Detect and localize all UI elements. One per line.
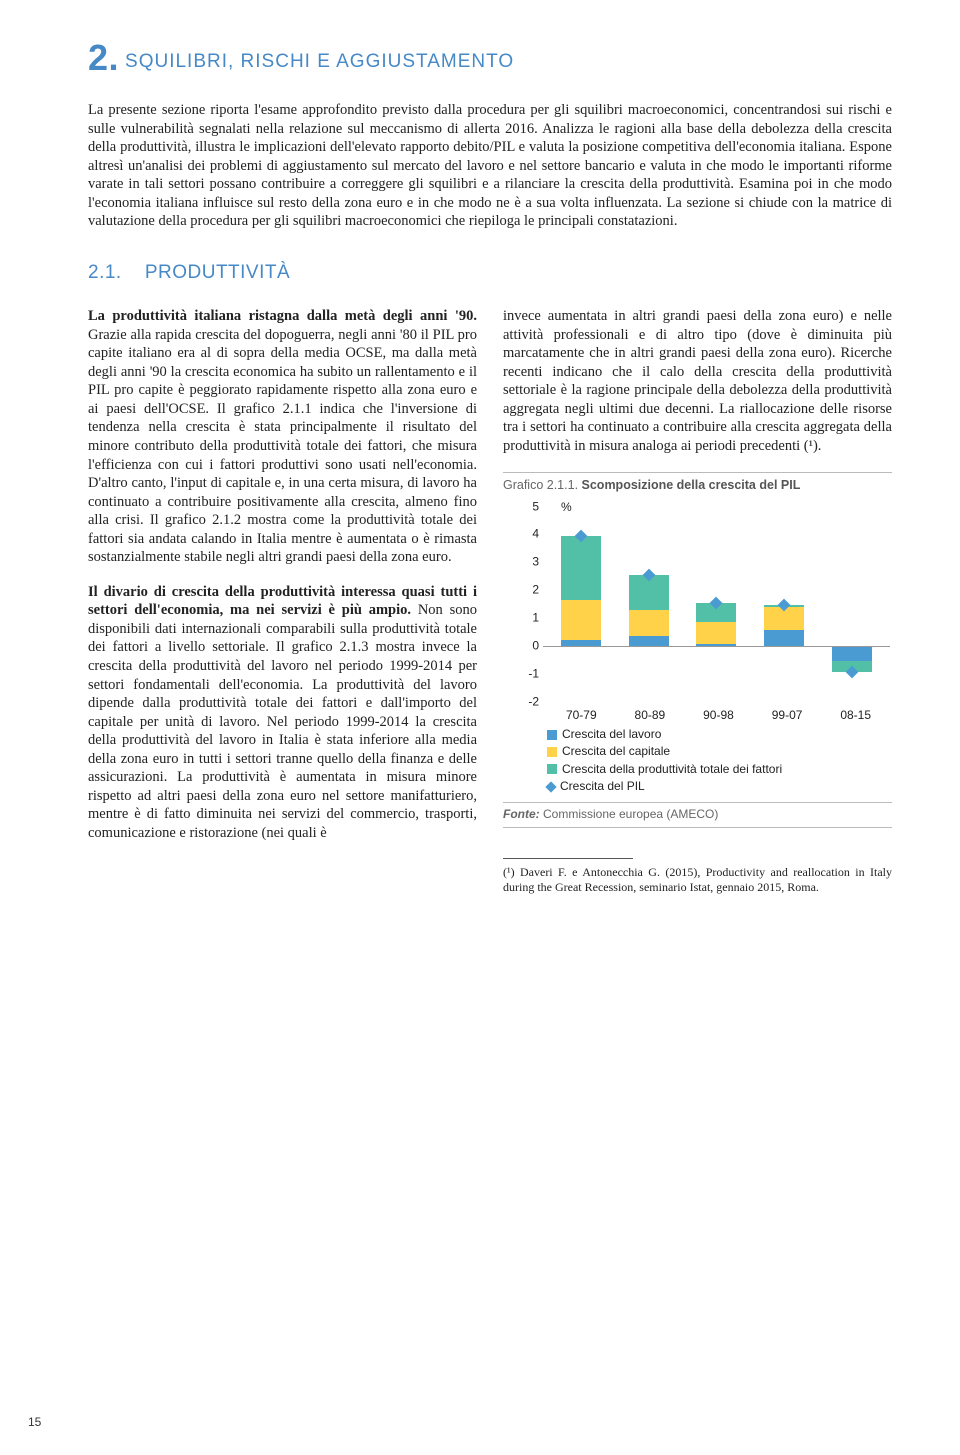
legend-swatch <box>547 730 557 740</box>
chart-plot-area: 543210-1-2 % 70-7980-8990-9899-0708-15 C… <box>503 497 892 803</box>
chart-baseline <box>543 646 890 647</box>
left-para-1: La produttività italiana ristagna dalla … <box>88 307 477 567</box>
page-number: 15 <box>28 1415 41 1430</box>
legend-item: Crescita della produttività totale dei f… <box>547 762 890 777</box>
footnote: (¹) Daveri F. e Antonecchia G. (2015), P… <box>503 865 892 895</box>
y-tick-label: -2 <box>528 694 539 709</box>
legend-label: Crescita del lavoro <box>562 727 661 742</box>
chapter-title: SQUILIBRI, RISCHI E AGGIUSTAMENTO <box>125 40 514 74</box>
bar-segment <box>629 636 669 646</box>
y-tick-label: 2 <box>532 582 539 597</box>
chart-legend: Crescita del lavoro Crescita del capitale… <box>547 727 890 794</box>
y-tick-label: 1 <box>532 610 539 625</box>
legend-swatch <box>547 764 557 774</box>
right-column: invece aumentata in altri grandi paesi d… <box>503 307 892 911</box>
bar-group <box>561 507 601 702</box>
chart-title-prefix: Grafico 2.1.1. <box>503 478 582 492</box>
chart-source-text: Commissione europea (AMECO) <box>540 807 719 821</box>
x-tick-label: 70-79 <box>566 708 597 723</box>
bar-segment <box>832 646 872 661</box>
chapter-heading: 2. SQUILIBRI, RISCHI E AGGIUSTAMENTO <box>88 40 892 76</box>
legend-label: Crescita del capitale <box>562 744 670 759</box>
chart-title-bold: Scomposizione della crescita del PIL <box>582 478 801 492</box>
two-column-layout: La produttività italiana ristagna dalla … <box>88 307 892 911</box>
bar-segment <box>764 630 804 645</box>
left-para-2-body: Non sono disponibili dati internazionali… <box>88 602 477 841</box>
chart-bars <box>547 507 886 702</box>
bar-segment <box>561 600 601 640</box>
y-tick-label: -1 <box>528 666 539 681</box>
x-tick-label: 08-15 <box>840 708 871 723</box>
section-heading: 2.1. PRODUTTIVITÀ <box>88 261 892 285</box>
legend-label: Crescita del PIL <box>560 779 645 794</box>
bar-group <box>764 507 804 702</box>
left-column: La produttività italiana ristagna dalla … <box>88 307 477 911</box>
legend-item: Crescita del PIL <box>547 779 890 794</box>
section-number: 2.1. <box>88 262 122 283</box>
x-tick-label: 99-07 <box>772 708 803 723</box>
y-tick-label: 3 <box>532 555 539 570</box>
bar-group <box>629 507 669 702</box>
chart-source: Fonte: Commissione europea (AMECO) <box>503 802 892 827</box>
legend-label: Crescita della produttività totale dei f… <box>562 762 782 777</box>
y-tick-label: 0 <box>532 638 539 653</box>
left-para-1-body: Grazie alla rapida crescita del dopoguer… <box>88 327 477 566</box>
chart-source-label: Fonte: <box>503 807 540 821</box>
right-para-1: invece aumentata in altri grandi paesi d… <box>503 307 892 455</box>
x-tick-label: 80-89 <box>635 708 666 723</box>
bar-group <box>832 507 872 702</box>
chart-y-axis: 543210-1-2 <box>517 507 543 702</box>
left-para-2: Il divario di crescita della produttivit… <box>88 583 477 843</box>
chart-x-labels: 70-79 80-89 90-98 99-07 08-15 <box>547 708 890 723</box>
bar-segment <box>696 622 736 644</box>
legend-swatch <box>545 781 556 792</box>
bar-segment <box>561 536 601 600</box>
legend-item: Crescita del capitale <box>547 744 890 759</box>
chapter-number: 2. <box>88 40 119 76</box>
section-title: PRODUTTIVITÀ <box>145 262 290 283</box>
bar-segment <box>629 610 669 636</box>
chart-title: Grafico 2.1.1. Scomposizione della cresc… <box>503 472 892 497</box>
chart-container: Grafico 2.1.1. Scomposizione della cresc… <box>503 472 892 828</box>
intro-paragraph: La presente sezione riporta l'esame appr… <box>88 101 892 231</box>
y-tick-label: 4 <box>532 527 539 542</box>
legend-swatch <box>547 747 557 757</box>
x-tick-label: 90-98 <box>703 708 734 723</box>
footnote-separator <box>503 858 633 859</box>
bar-group <box>696 507 736 702</box>
legend-item: Crescita del lavoro <box>547 727 890 742</box>
left-para-1-lead: La produttività italiana ristagna dalla … <box>88 308 477 324</box>
y-tick-label: 5 <box>532 499 539 514</box>
